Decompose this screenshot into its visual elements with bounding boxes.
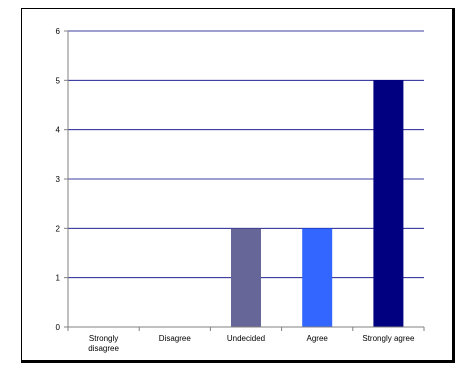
x-tick-label: Disagree [159,334,192,343]
x-tick-label: Agree [307,334,329,343]
y-tick-label: 5 [56,76,61,85]
x-tick-label: Undecided [227,334,265,343]
bar [231,228,261,327]
chart-frame: 0 1 2 3 4 5 6 Strongly disagree Disagree Undecide… [21,8,455,363]
y-tick-label: 4 [56,126,61,135]
bar-chart: 0 1 2 3 4 5 6 Strongly disagree Disagree Undecide… [56,27,425,353]
y-tick-label: 6 [56,27,61,36]
bar [373,80,404,327]
y-tick-label: 3 [56,175,61,184]
x-tick-label: Strongly agree [362,334,415,343]
y-tick-label: 0 [56,323,61,332]
bars [231,80,404,327]
bar [302,228,333,327]
gridlines [68,30,424,279]
x-tick-label: Strongly disagree [88,334,119,353]
y-tick-label: 1 [56,274,61,283]
y-axis-ticks: 0 1 2 3 4 5 6 [56,27,68,332]
y-tick-label: 2 [56,224,61,233]
x-axis-ticks: Strongly disagree Disagree Undecided Agree St… [67,327,425,353]
